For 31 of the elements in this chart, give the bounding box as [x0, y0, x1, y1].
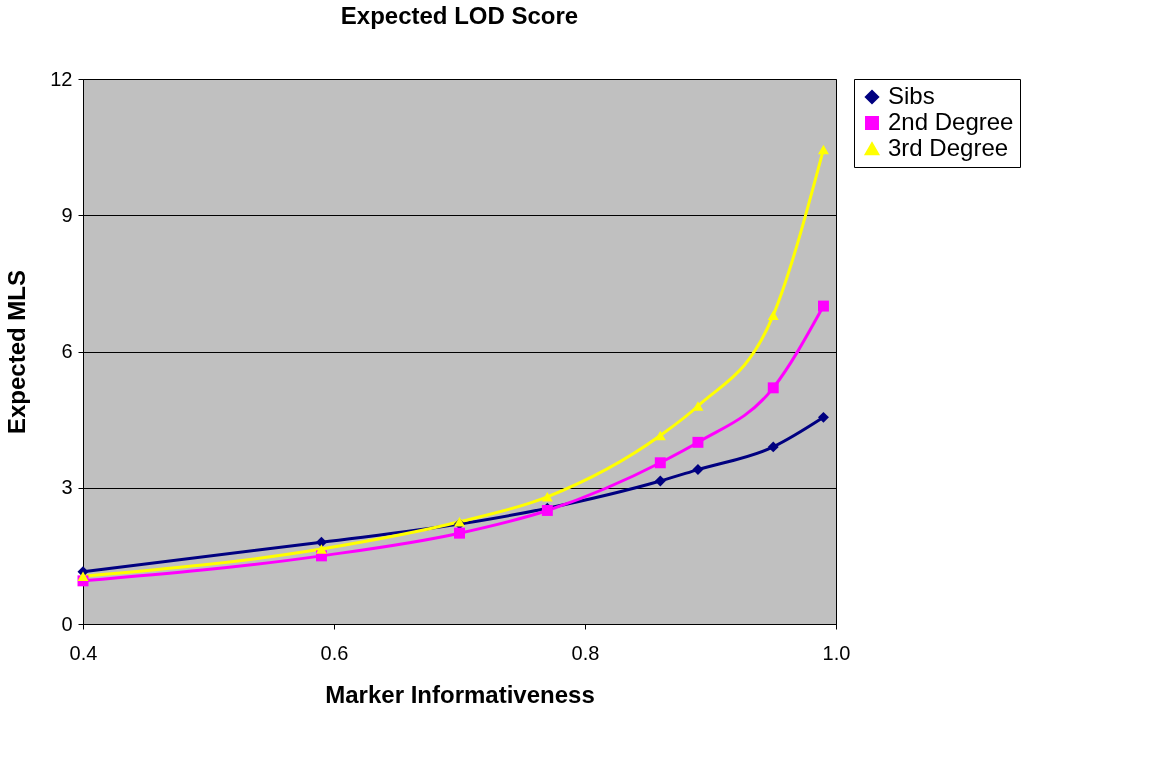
- legend-label: 2nd Degree: [888, 108, 1014, 135]
- legend-label: Sibs: [888, 82, 935, 109]
- point: [817, 300, 829, 312]
- legend-label: 3rd Degree: [888, 134, 1009, 161]
- point: [654, 430, 666, 441]
- y-tick-label: 0: [61, 612, 73, 635]
- point: [817, 411, 829, 423]
- point: [454, 527, 465, 539]
- y-tick-label: 12: [50, 67, 73, 90]
- point: [654, 457, 666, 469]
- y-tick-label: 3: [61, 476, 73, 499]
- x-axis-title: Marker Informativeness: [325, 680, 595, 708]
- point: [767, 310, 779, 320]
- chart-title: Expected LOD Score: [340, 2, 579, 29]
- y-tick-label: 9: [61, 203, 73, 226]
- point: [77, 571, 89, 582]
- point: [692, 464, 704, 476]
- point: [654, 475, 666, 487]
- point: [541, 492, 553, 502]
- point: [817, 144, 829, 155]
- x-tick-label: 0.4: [69, 641, 98, 664]
- point: [767, 441, 779, 453]
- x-tick-label: 1.0: [822, 641, 851, 664]
- point: [315, 536, 327, 548]
- y-axis-title: Expected MLS: [3, 269, 31, 435]
- point: [692, 436, 704, 448]
- point: [767, 382, 779, 394]
- x-tick-label: 0.8: [571, 641, 600, 664]
- point: [315, 544, 327, 554]
- y-tick-label: 6: [61, 340, 73, 362]
- x-tick-label: 0.6: [320, 641, 349, 664]
